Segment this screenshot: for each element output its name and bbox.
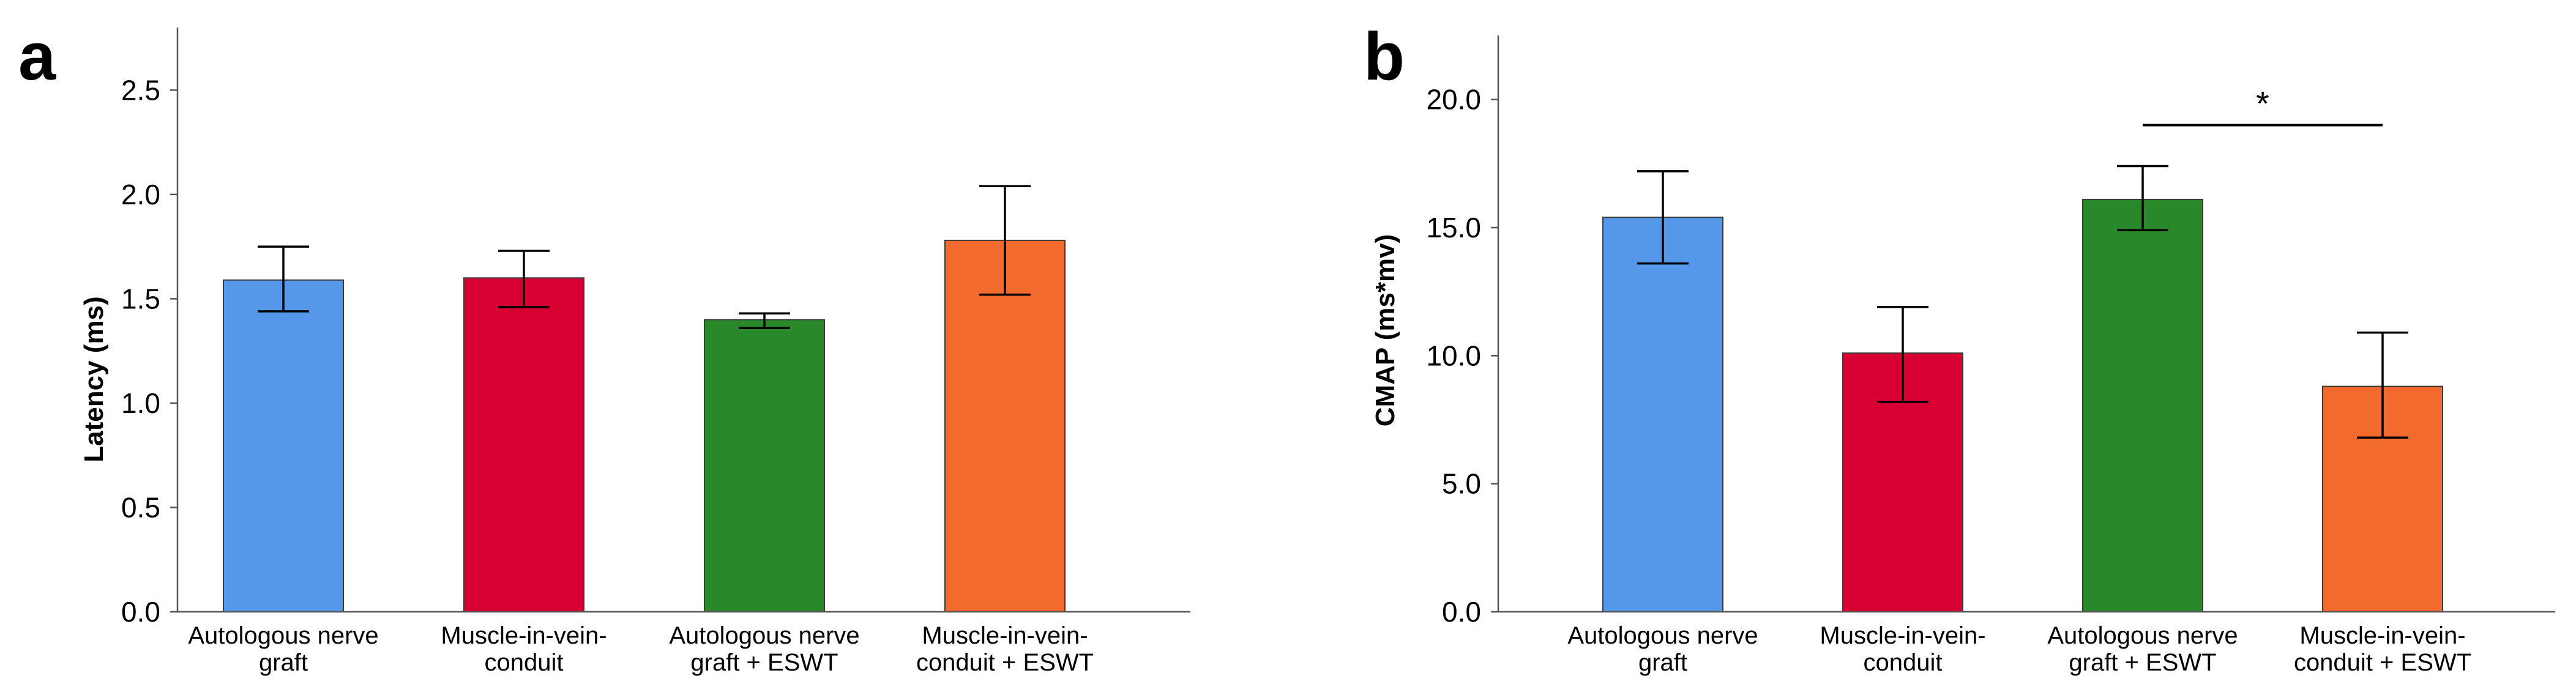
x-tick-label: Muscle-in-vein-	[922, 622, 1088, 649]
y-tick-label: 1.5	[121, 283, 160, 314]
x-tick-label: Muscle-in-vein-	[441, 622, 607, 649]
y-axis-label: Latency (ms)	[79, 296, 109, 462]
x-tick-label: Muscle-in-vein-	[2299, 622, 2465, 649]
y-ticks: 0.0 5.0 10.0 15.0 20.0	[1426, 84, 1498, 628]
panel-label-b: b	[1364, 19, 1405, 94]
bar	[944, 239, 1066, 612]
x-tick-label: conduit + ESWT	[916, 649, 1094, 676]
bar	[704, 319, 825, 612]
significance-annotation: *	[2143, 84, 2383, 127]
y-tick-label: 2.5	[121, 74, 160, 106]
x-tick-label: conduit	[1864, 649, 1943, 676]
y-tick-label: 0.5	[121, 491, 160, 523]
x-tick-labels: Autologous nervegraftMuscle-in-vein-cond…	[188, 622, 1094, 676]
bar	[1602, 217, 1723, 612]
x-tick-label: graft	[259, 649, 308, 676]
x-tick-label: conduit	[485, 649, 564, 676]
bar	[463, 277, 584, 612]
x-tick-label: Autologous nerve	[1567, 622, 1758, 649]
panel-b: b CMAP (ms*mv) 0.0 5.0 10.0 15.0 20.0 Autolo…	[1364, 19, 2555, 676]
axes	[176, 28, 1190, 613]
x-tick-label: Autologous nerve	[669, 622, 859, 649]
y-axis-label: CMAP (ms*mv)	[1370, 234, 1400, 427]
x-tick-label: graft	[1638, 649, 1687, 676]
y-tick-label: 2.0	[121, 179, 160, 210]
bars	[223, 239, 1066, 613]
y-tick-label: 5.0	[1442, 468, 1481, 500]
bar	[2082, 198, 2203, 612]
bars	[1602, 198, 2443, 612]
y-tick-label: 10.0	[1426, 340, 1481, 371]
error-bars	[258, 185, 1031, 329]
y-tick-label: 0.0	[121, 596, 160, 628]
x-tick-label: conduit + ESWT	[2294, 649, 2471, 676]
panel-a: a Latency (ms) 0.0 0.5 1.0 1.5 2.0 2.5 Autolo…	[18, 19, 1190, 676]
axes	[1497, 35, 2555, 613]
y-tick-label: 1.0	[121, 387, 160, 419]
y-tick-label: 20.0	[1426, 84, 1481, 116]
bar	[223, 279, 344, 613]
x-tick-label: graft + ESWT	[2069, 649, 2216, 676]
x-tick-label: Muscle-in-vein-	[1820, 622, 1985, 649]
x-tick-labels: Autologous nervegraftMuscle-in-vein-cond…	[1567, 622, 2471, 676]
x-tick-label: Autologous nerve	[188, 622, 378, 649]
x-tick-label: Autologous nerve	[2047, 622, 2238, 649]
y-tick-label: 15.0	[1426, 212, 1481, 243]
y-ticks: 0.0 0.5 1.0 1.5 2.0 2.5	[121, 74, 177, 628]
significance-star: *	[2256, 84, 2269, 123]
error-bars	[1637, 165, 2408, 439]
y-tick-label: 0.0	[1442, 596, 1481, 628]
x-tick-label: graft + ESWT	[690, 649, 838, 676]
panel-label-a: a	[18, 19, 56, 94]
